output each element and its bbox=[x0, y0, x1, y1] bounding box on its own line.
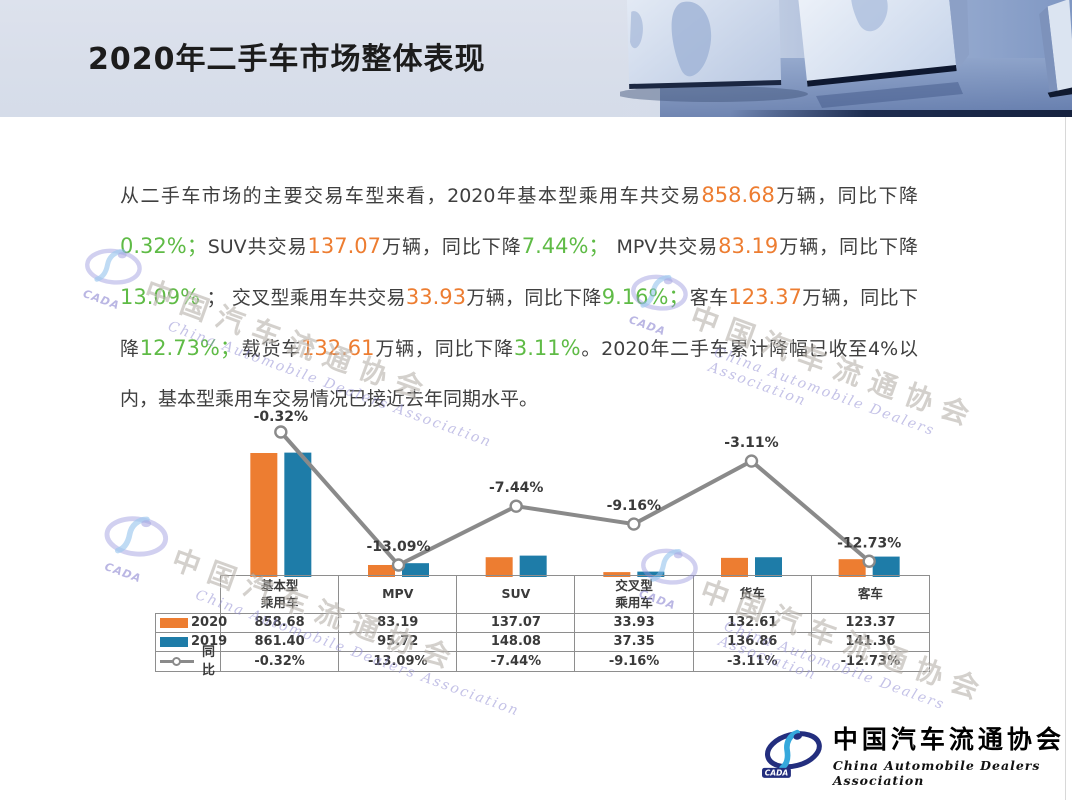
legend-label: 2019 bbox=[191, 634, 228, 650]
trend-line bbox=[279, 430, 871, 568]
line-data-label: -7.44% bbox=[489, 480, 543, 496]
bar-2020-客车 bbox=[838, 559, 866, 577]
table-legend-cell: 2020 bbox=[155, 614, 227, 633]
text-segment: 83.19 bbox=[718, 234, 779, 258]
text-segment: 万辆，同比下降 bbox=[466, 287, 602, 309]
line-data-label: -3.11% bbox=[724, 435, 778, 451]
bar-2020-SUV bbox=[485, 557, 513, 577]
logo-english-name: China Automobile Dealers Association bbox=[832, 758, 1041, 788]
svg-text:CADA: CADA bbox=[765, 768, 789, 777]
text-segment: 9.16%； bbox=[601, 285, 690, 309]
line-data-label: -13.09% bbox=[366, 539, 430, 555]
cada-logo: CADA 中国汽车流通协会 China Automobile Dealers A… bbox=[762, 720, 1072, 788]
table-value-cell: -0.32% bbox=[221, 652, 340, 672]
table-legend-cell: 2019 bbox=[155, 633, 227, 652]
line-data-label: -9.16% bbox=[607, 498, 661, 514]
text-segment: 123.37 bbox=[728, 285, 802, 309]
table-legend-cell: 同比 bbox=[155, 645, 221, 678]
bar-2020-基本型乘用车 bbox=[250, 453, 278, 577]
intro-paragraph: 从二手车市场的主要交易车型来看，2020年基本型乘用车共交易858.68万辆，同… bbox=[120, 170, 918, 424]
text-segment: 132.61 bbox=[301, 336, 375, 360]
blue-cubes-graphic bbox=[620, 0, 1072, 117]
line-data-label: -12.73% bbox=[837, 535, 901, 551]
line-data-label: -0.32% bbox=[254, 409, 308, 425]
table-value-cell: 141.36 bbox=[811, 633, 930, 652]
text-segment: 万辆，同比下降 bbox=[774, 185, 918, 207]
text-segment: 13.09% bbox=[120, 285, 201, 309]
table-value-cell: 858.68 bbox=[221, 614, 340, 633]
text-segment: 载货车 bbox=[240, 338, 302, 360]
text-segment: 万辆，同比下降 bbox=[778, 236, 918, 258]
text-segment: 33.93 bbox=[405, 285, 466, 309]
text-segment: 万辆，同比下降 bbox=[381, 236, 522, 258]
text-segment: ； 交叉型乘用车共交易 bbox=[200, 287, 406, 309]
bar-2020-MPV bbox=[368, 564, 395, 577]
line-marker-SUV bbox=[509, 499, 523, 513]
bar-2019-MPV bbox=[402, 563, 429, 577]
bar-2020-货车 bbox=[721, 557, 748, 577]
table-header-cell: 基本型 乘用车 bbox=[221, 575, 340, 614]
text-segment: SUV共交易 bbox=[207, 236, 308, 258]
line-marker-货车 bbox=[744, 454, 759, 468]
table-header-cell: MPV bbox=[339, 575, 458, 614]
text-segment: 12.73%； bbox=[139, 336, 241, 360]
legend-swatch bbox=[160, 618, 188, 628]
text-segment: MPV共交易 bbox=[609, 236, 719, 258]
text-segment: 3.11% bbox=[513, 336, 581, 360]
chart-data-table: 基本型 乘用车 MPV SUV 交叉型 乘用车 货车 客车 2020 858.68 83.19 1… bbox=[155, 575, 930, 678]
table-value-cell: 37.35 bbox=[575, 633, 694, 652]
logo-chinese-name: 中国汽车流通协会 bbox=[832, 725, 1065, 754]
table-value-cell: -12.73% bbox=[811, 652, 930, 672]
legend-swatch bbox=[160, 637, 188, 647]
legend-label: 同比 bbox=[201, 644, 215, 678]
text-segment: 0.32%； bbox=[120, 234, 208, 258]
text-segment: 。2020年二手车累计降幅已收至4%以内，基本型乘用车交易情况已接近去年同期水平… bbox=[120, 338, 918, 410]
legend-label: 2020 bbox=[191, 615, 228, 631]
table-header-cell: SUV bbox=[457, 575, 576, 614]
right-edge-divider bbox=[1065, 117, 1066, 800]
table-value-cell: -9.16% bbox=[575, 652, 694, 672]
table-header-cell: 货车 bbox=[693, 575, 812, 614]
chart-canvas: -0.32% -13.09% -7.44% -9.16% -3.11% -12.73% bbox=[250, 409, 901, 577]
table-value-cell: 136.86 bbox=[693, 633, 812, 652]
line-marker-客车 bbox=[862, 554, 876, 568]
page-title: 2020年二手车市场整体表现 bbox=[88, 42, 486, 77]
cada-emblem: CADA bbox=[762, 729, 822, 778]
bar-2019-货车 bbox=[755, 557, 782, 577]
header-banner: 2020年二手车市场整体表现 bbox=[0, 0, 1072, 117]
text-segment: 客车 bbox=[689, 287, 729, 309]
table-value-cell: 83.19 bbox=[339, 614, 458, 633]
bar-2019-SUV bbox=[519, 555, 547, 577]
line-marker-交叉型乘用车 bbox=[627, 517, 641, 531]
bar-2019-基本型乘用车 bbox=[284, 452, 312, 577]
text-segment: 858.68 bbox=[701, 183, 775, 207]
text-segment: 万辆，同比下降 bbox=[120, 287, 918, 360]
bar-2019-客车 bbox=[872, 556, 900, 577]
table-value-cell: 148.08 bbox=[457, 633, 576, 652]
table-header-cell: 客车 bbox=[811, 575, 930, 614]
table-value-cell: 33.93 bbox=[575, 614, 694, 633]
table-value-cell: 137.07 bbox=[457, 614, 576, 633]
combo-chart: -0.32% -13.09% -7.44% -9.16% -3.11% -12.73% bbox=[155, 408, 930, 577]
line-marker-MPV bbox=[391, 558, 406, 572]
text-segment: 7.44%； bbox=[521, 234, 610, 258]
text-segment: 137.07 bbox=[307, 234, 382, 258]
table-header-cell: 交叉型 乘用车 bbox=[575, 575, 694, 614]
table-corner-cell bbox=[155, 575, 221, 614]
table-value-cell: -13.09% bbox=[339, 652, 458, 672]
table-value-cell: 95.72 bbox=[339, 633, 458, 652]
table-value-cell: 132.61 bbox=[693, 614, 812, 633]
table-value-cell: 861.40 bbox=[221, 633, 340, 652]
bar-2020-交叉型乘用车 bbox=[603, 572, 631, 577]
line-marker-基本型乘用车 bbox=[274, 425, 288, 439]
table-value-cell: -7.44% bbox=[457, 652, 576, 672]
text-segment: 从二手车市场的主要交易车型来看，2020年基本型乘用车共交易 bbox=[120, 185, 702, 207]
table-value-cell: -3.11% bbox=[693, 652, 812, 672]
legend-line-marker-icon bbox=[160, 657, 194, 667]
table-value-cell: 123.37 bbox=[811, 614, 930, 633]
text-segment: 万辆，同比下降 bbox=[374, 338, 514, 360]
